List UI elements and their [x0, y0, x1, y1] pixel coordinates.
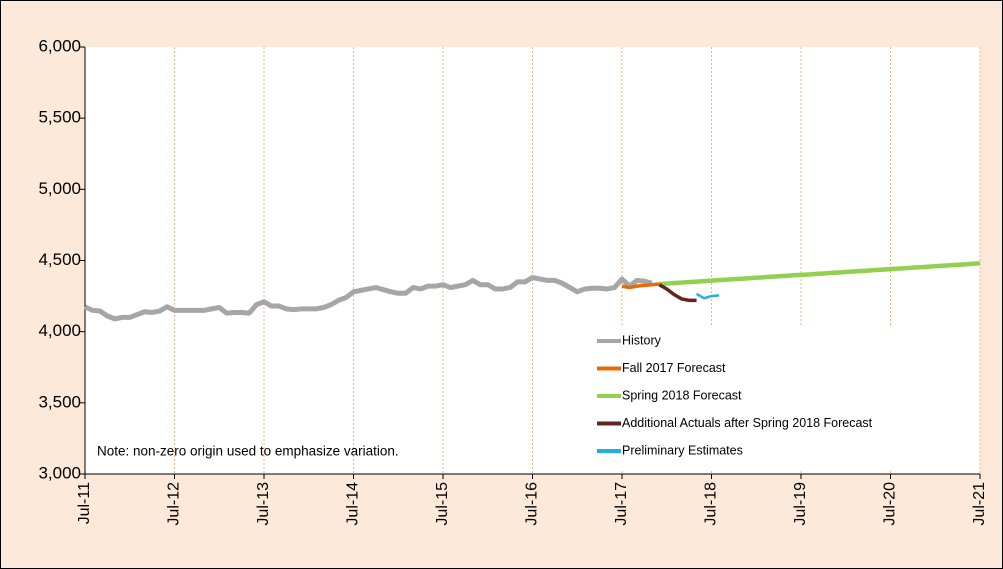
- legend-label: Additional Actuals after Spring 2018 For…: [622, 416, 873, 430]
- series-line: [658, 283, 697, 303]
- x-tick-label: Jul-15: [434, 482, 451, 526]
- series-line: [695, 292, 720, 300]
- y-tick-label: 6,000: [38, 36, 81, 55]
- x-tick-label: Jul-16: [524, 482, 541, 526]
- y-tick-label: 4,500: [38, 250, 81, 269]
- series-line: [83, 275, 653, 322]
- x-tick-label: Jul-19: [792, 482, 809, 526]
- x-tick-label: Jul-17: [613, 482, 630, 526]
- y-tick-label: 4,000: [38, 321, 81, 340]
- y-tick-label: 5,000: [38, 179, 81, 198]
- x-tick-label: Jul-12: [166, 482, 183, 526]
- x-tick-label: Jul-11: [76, 482, 93, 524]
- legend-label: History: [622, 333, 662, 347]
- legend-box: [585, 325, 940, 470]
- x-tick-label: Jul-13: [255, 482, 272, 526]
- x-tick-label: Jul-21: [971, 482, 988, 526]
- legend-label: Preliminary Estimates: [622, 443, 743, 457]
- legend-label: Fall 2017 Forecast: [622, 361, 726, 375]
- x-tick-label: Jul-20: [882, 482, 899, 526]
- x-tick-label: Jul-18: [703, 482, 720, 526]
- annotation: Note: non-zero origin used to emphasize …: [97, 444, 399, 459]
- y-tick-label: 3,000: [38, 463, 81, 482]
- series-line: [621, 282, 660, 290]
- series-line: [659, 261, 981, 287]
- y-tick-label: 3,500: [38, 392, 81, 411]
- legend-label: Spring 2018 Forecast: [622, 388, 742, 402]
- x-tick-label: Jul-14: [345, 482, 362, 526]
- y-tick-label: 5,500: [38, 108, 81, 127]
